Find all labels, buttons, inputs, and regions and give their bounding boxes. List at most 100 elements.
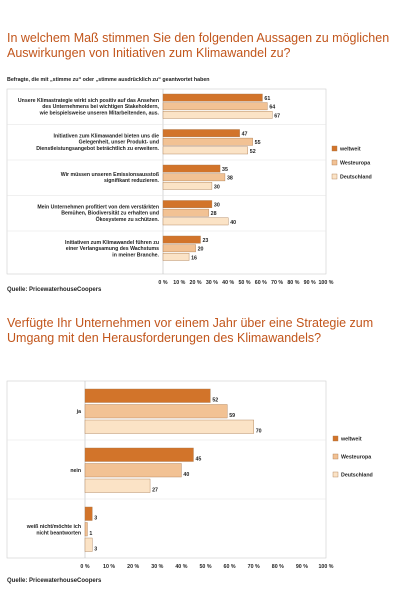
category-label: wie beispielsweise unseren Mitarbeitende…: [39, 110, 160, 116]
x-tick-label: 0 %: [158, 280, 167, 286]
data-label: 45: [195, 456, 201, 462]
x-tick-label: 10 %: [173, 280, 185, 286]
x-tick-label: 50 %: [199, 564, 211, 570]
bar: [84, 404, 228, 419]
x-tick-label: 40 %: [175, 564, 187, 570]
x-tick-label: 0 %: [80, 564, 89, 570]
data-label: 3: [94, 515, 97, 521]
bar: [162, 137, 253, 146]
x-tick-label: 20 %: [127, 564, 139, 570]
bar: [84, 506, 93, 521]
data-label: 47: [242, 132, 248, 138]
x-tick-label: 30 %: [206, 280, 218, 286]
data-label: 55: [255, 140, 261, 146]
legend-swatch: [332, 471, 339, 478]
plot-frame: [6, 88, 327, 275]
data-label: 70: [256, 428, 262, 434]
data-label: 16: [191, 255, 197, 261]
legend-swatch: [332, 453, 339, 460]
category-label: Bemühen, Biodiversität zu erhalten und: [61, 211, 159, 217]
x-tick-label: 90 %: [296, 564, 308, 570]
legend-label: weltweit: [339, 147, 361, 153]
data-label: 1: [89, 531, 92, 537]
category-label: nein: [70, 468, 81, 474]
data-label: 61: [264, 96, 270, 102]
bar: [162, 129, 240, 138]
bar: [162, 146, 248, 155]
data-label: 40: [230, 220, 236, 226]
bar: [84, 522, 88, 537]
chart-1-title: In welchem Maß stimmen Sie den folgenden…: [7, 31, 390, 60]
bar: [162, 102, 268, 111]
category-label: Ökosysteme zu schützen.: [96, 216, 160, 223]
data-label: 3: [94, 546, 97, 552]
bar: [84, 463, 182, 478]
x-tick-label: 70 %: [248, 564, 260, 570]
category-label: Wir müssen unseren Emissionsausstoß: [61, 172, 160, 178]
bar: [162, 110, 273, 119]
chart-2-title: Verfügte Ihr Unternehmen vor einem Jahr …: [7, 316, 374, 345]
bar: [162, 244, 196, 253]
x-tick-label: 60 %: [224, 564, 236, 570]
category-label: Unsere Klimastrategie wirkt sich positiv…: [18, 98, 159, 104]
x-tick-label: 100 %: [318, 564, 333, 570]
legend-swatch: [332, 435, 339, 442]
bar: [84, 537, 93, 552]
legend-swatch: [331, 173, 338, 180]
legend-swatch: [331, 159, 338, 166]
category-label: einer Verlangsamung des Wachstums: [66, 246, 159, 252]
bar: [162, 181, 213, 190]
bar: [84, 478, 151, 493]
bar: [84, 419, 254, 434]
bar: [162, 235, 201, 244]
data-label: 20: [198, 247, 204, 253]
data-label: 27: [152, 487, 158, 493]
x-tick-label: 80 %: [272, 564, 284, 570]
category-label: Dienstleistungsangebot beträchtlich zu e…: [36, 146, 159, 152]
legend-label: Westeuropa: [341, 455, 371, 461]
bar: [84, 388, 211, 403]
legend-label: Deutschland: [340, 175, 372, 181]
category-label: nicht beantworten: [36, 530, 81, 536]
data-label: 64: [269, 105, 275, 111]
data-label: 59: [229, 413, 235, 419]
x-tick-label: 100 %: [318, 280, 333, 286]
x-tick-label: 90 %: [304, 280, 316, 286]
legend-label: weltweit: [340, 437, 362, 443]
chart-1: 0 % 10 % 20 % 30 % 40 % 50 % 60 % 70 % 80 % 90 % 1…: [6, 88, 372, 286]
category-label: ja: [76, 409, 81, 415]
x-tick-label: 40 %: [222, 280, 234, 286]
data-label: 40: [183, 472, 189, 478]
bar: [84, 447, 194, 462]
category-label: des Unternehmens bei wichtigen Stakehold…: [42, 104, 159, 110]
x-tick-label: 20 %: [190, 280, 202, 286]
data-label: 67: [274, 113, 280, 119]
plot-frame: [6, 380, 327, 559]
x-tick-label: 70 %: [271, 280, 283, 286]
data-label: 35: [222, 167, 228, 173]
bar: [162, 200, 213, 209]
legend-label: Deutschland: [341, 473, 373, 479]
data-label: 30: [214, 203, 220, 209]
bar: [162, 217, 229, 226]
chart-1-source: Quelle: PricewaterhouseCoopers: [7, 287, 102, 293]
category-label: Gelegenheit, unser Produkt- und: [79, 140, 159, 146]
category-label: Initiativen zum Klimawandel führen zu: [65, 240, 159, 246]
category-label: signifikant reduzieren.: [104, 178, 160, 184]
x-tick-label: 80 %: [287, 280, 299, 286]
bar: [162, 164, 221, 173]
data-label: 38: [227, 176, 233, 182]
x-tick-label: 60 %: [255, 280, 267, 286]
category-label: weiß nicht/möchte ich: [26, 524, 81, 530]
bar: [162, 208, 209, 217]
bar: [162, 252, 190, 261]
category-label: Initiativen zum Klimawandel bieten uns d…: [54, 133, 160, 139]
legend-swatch: [331, 145, 338, 152]
x-tick-label: 30 %: [151, 564, 163, 570]
chart-1-subtitle: Befragte, die mit „stimme zu“ oder „stim…: [7, 77, 210, 83]
legend-label: Westeuropa: [340, 161, 370, 167]
data-label: 52: [212, 397, 218, 403]
category-label: Mein Unternehmen profitiert von dem vers…: [37, 204, 159, 210]
bar: [162, 93, 263, 102]
data-label: 28: [211, 211, 217, 217]
